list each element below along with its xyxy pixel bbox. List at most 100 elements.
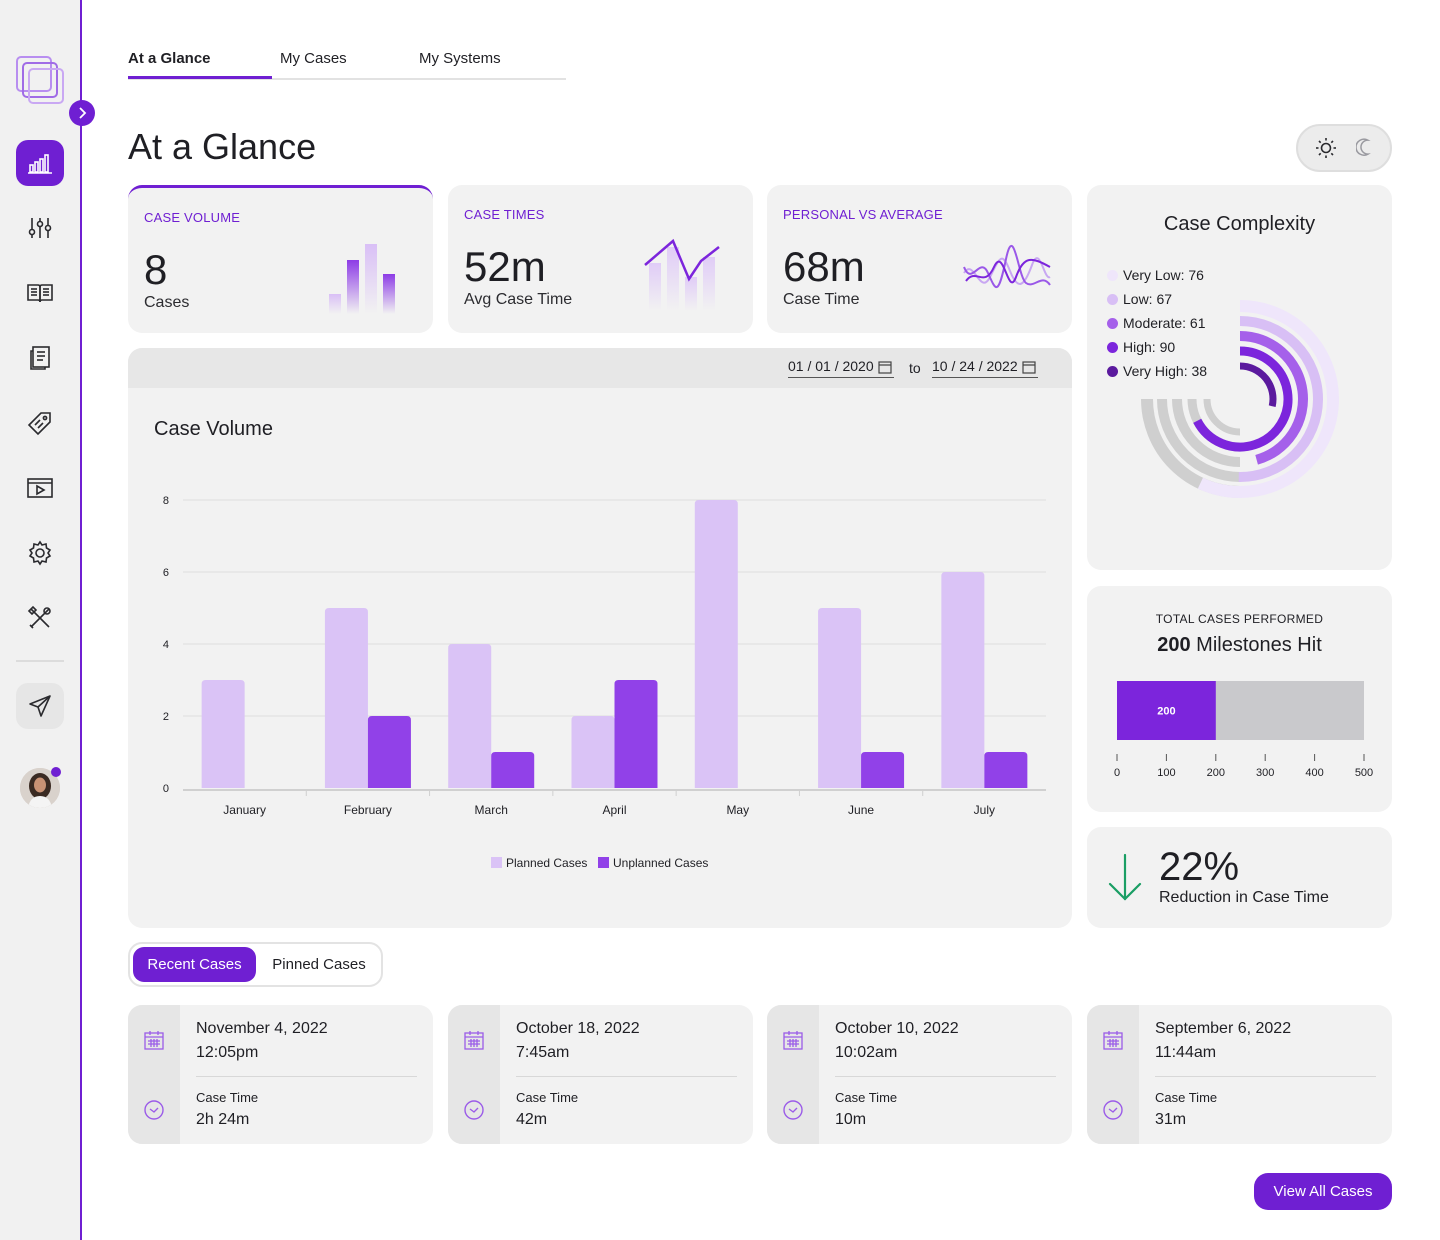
complexity-legend: Very Low: 76 Low: 67 Moderate: 61 High: … — [1107, 263, 1207, 383]
date-from-value: 01 / 01 / 2020 — [788, 358, 874, 374]
case-duration: 31m — [1155, 1111, 1187, 1128]
case-card-divider — [516, 1076, 737, 1077]
sidebar-item-library[interactable] — [16, 270, 64, 316]
case-card-icon-strip — [767, 1005, 819, 1144]
planned-cases-bar[interactable] — [324, 608, 368, 788]
ring-track — [1157, 398, 1241, 482]
sidebar-item-tools[interactable] — [16, 595, 64, 641]
stat-value: 8 — [144, 246, 168, 293]
moon-icon[interactable] — [1348, 136, 1384, 160]
page-title: At a Glance — [128, 126, 317, 167]
legend-swatch-planned — [491, 857, 502, 868]
sidebar-item-media[interactable] — [16, 465, 64, 511]
case-volume-chart-card: 01 / 01 / 2020 to 10 / 24 / 2022 Case Vo… — [128, 348, 1072, 928]
sidebar-item-dashboard[interactable] — [16, 140, 64, 186]
planned-cases-bar[interactable] — [818, 608, 862, 788]
case-card-divider — [1155, 1076, 1376, 1077]
stat-value: 68m — [783, 243, 865, 290]
recent-case-card[interactable]: November 4, 2022 12:05pm Case Time 2h 24m — [128, 1005, 433, 1144]
planned-cases-bar[interactable] — [941, 572, 985, 788]
milestones-label: TOTAL CASES PERFORMED — [1155, 612, 1324, 626]
tab-at-a-glance[interactable]: At a Glance — [128, 50, 211, 67]
legend-item: Moderate: 61 — [1107, 311, 1207, 335]
planned-cases-bar[interactable] — [571, 716, 615, 788]
complexity-ring[interactable] — [1193, 346, 1293, 452]
sidebar-item-reports[interactable] — [16, 335, 64, 381]
complexity-ring[interactable] — [1197, 300, 1339, 498]
planned-cases-bar[interactable] — [694, 500, 738, 788]
case-start-time: 10:02am — [835, 1044, 898, 1061]
calendar-icon — [1022, 361, 1036, 374]
calendar-icon — [464, 1031, 484, 1050]
date-range-separator: to — [909, 360, 921, 376]
unplanned-cases-bar[interactable] — [984, 752, 1028, 788]
sidebar-item-tags[interactable] — [16, 400, 64, 446]
calendar-icon — [1103, 1031, 1123, 1050]
planned-cases-bar[interactable] — [201, 680, 245, 788]
unplanned-cases-bar[interactable] — [614, 680, 658, 788]
avatar[interactable] — [20, 768, 60, 808]
sun-icon[interactable] — [1308, 136, 1344, 160]
legend-label: Low: 67 — [1123, 291, 1173, 307]
recent-case-card[interactable]: September 6, 2022 11:44am Case Time 31m — [1087, 1005, 1392, 1144]
sidebar-divider — [16, 660, 64, 662]
calendar-icon — [878, 361, 892, 374]
reduction-value: 22% — [1159, 845, 1240, 889]
document-icon — [30, 346, 50, 370]
sidebar-item-settings[interactable] — [16, 530, 64, 576]
axis-tick-label: 100 — [1157, 767, 1175, 779]
stat-label: CASE TIMES — [464, 207, 545, 222]
sidebar-collapse-button[interactable] — [69, 100, 95, 126]
line-sparkline-icon — [644, 238, 720, 311]
case-duration: 10m — [835, 1111, 867, 1128]
stat-subtitle: Case Time — [783, 291, 860, 308]
legend-swatch — [1107, 317, 1118, 329]
unplanned-cases-bar[interactable] — [861, 752, 905, 788]
case-card-icon-strip — [128, 1005, 180, 1144]
legend-swatch — [1107, 341, 1118, 353]
clock-icon — [1103, 1100, 1123, 1120]
unplanned-cases-bar[interactable] — [491, 752, 535, 788]
date-to-input[interactable]: 10 / 24 / 2022 — [932, 358, 1038, 378]
active-tab-underline — [128, 76, 272, 79]
view-all-cases-button[interactable]: View All Cases — [1254, 1173, 1392, 1210]
complexity-ring[interactable] — [1239, 331, 1308, 465]
date-from-input[interactable]: 01 / 01 / 2020 — [788, 358, 894, 378]
recent-case-card[interactable]: October 10, 2022 10:02am Case Time 10m — [767, 1005, 1072, 1144]
case-time-label: Case Time — [196, 1090, 259, 1105]
case-volume-bar-chart: 0 2 4 6 8 January February March April May June Jul… — [163, 495, 1046, 870]
sidebar-item-send[interactable] — [16, 683, 64, 729]
complexity-ring[interactable] — [1239, 362, 1277, 407]
stat-card-case-volume[interactable]: CASE VOLUME 8 Cases — [128, 185, 433, 333]
stat-subtitle: Cases — [144, 294, 190, 311]
complexity-radial-chart — [1141, 300, 1339, 498]
tab-my-systems[interactable]: My Systems — [419, 50, 501, 67]
y-tick-label: 6 — [163, 567, 169, 579]
milestones-card: TOTAL CASES PERFORMED 200 Milestones Hit… — [1087, 586, 1392, 812]
tools-icon — [27, 605, 51, 629]
arrow-down-icon — [1108, 853, 1142, 901]
app-logo[interactable] — [16, 56, 64, 104]
milestones-progress-chart: 200 0 100 200 300 400 500 — [1114, 681, 1373, 779]
planned-cases-bar[interactable] — [448, 644, 492, 788]
pinned-cases-button[interactable]: Pinned Cases — [272, 956, 366, 973]
stat-card-case-times[interactable]: CASE TIMES 52m Avg Case Time — [448, 185, 753, 333]
axis-tick-label: 400 — [1305, 767, 1323, 779]
unplanned-cases-bar[interactable] — [367, 716, 411, 788]
legend-item: Very High: 38 — [1107, 359, 1207, 383]
sidebar-item-filters[interactable] — [16, 205, 64, 251]
recent-cases-button[interactable]: Recent Cases — [133, 947, 256, 982]
case-date: October 10, 2022 — [835, 1020, 959, 1037]
case-time-label: Case Time — [835, 1090, 898, 1105]
ring-track — [1203, 398, 1241, 436]
calendar-icon — [144, 1031, 164, 1050]
recent-case-card[interactable]: October 18, 2022 7:45am Case Time 42m — [448, 1005, 753, 1144]
date-range-bar: 01 / 01 / 2020 to 10 / 24 / 2022 — [128, 348, 1072, 388]
calendar-icon — [783, 1031, 803, 1050]
x-tick-label: July — [974, 803, 995, 817]
stat-card-personal-vs-average[interactable]: PERSONAL VS AVERAGE 68m Case Time — [767, 185, 1072, 333]
legend-label-unplanned: Unplanned Cases — [613, 856, 708, 870]
theme-toggle[interactable] — [1296, 124, 1392, 172]
tab-my-cases[interactable]: My Cases — [280, 50, 347, 67]
complexity-ring[interactable] — [1238, 316, 1324, 482]
